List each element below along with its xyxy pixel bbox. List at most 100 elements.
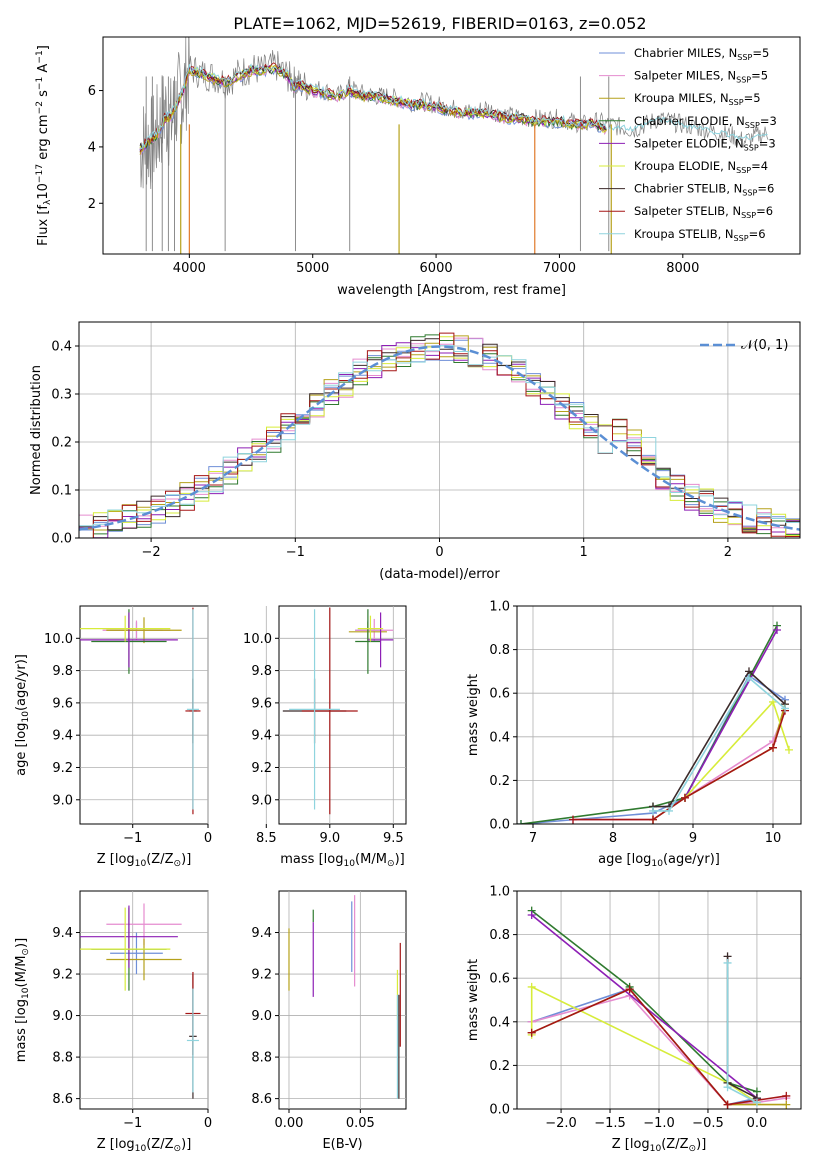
mass-vs-metallicity-panel-y-axis-label-part: 10 — [21, 987, 31, 999]
y-tick-label: 9.4 — [251, 926, 272, 941]
age-vs-metallicity-panel-x-axis-label-part: 10 — [135, 859, 147, 869]
legend-entry: Kroupa MILES, NSSP=5 — [634, 91, 761, 107]
y-tick-label: 6 — [88, 84, 96, 99]
weight-point-marker — [723, 1083, 732, 1092]
spectrum-y-axis-label: Flux [fλ10−17 erg cm−2 s−1 A−1] — [35, 45, 53, 246]
legend-entry-part: =3 — [760, 114, 777, 128]
mass-vs-metallicity-panel-x-axis-label-part: 10 — [135, 1144, 147, 1154]
spectrum-y-axis-label-part: 10 — [36, 183, 51, 200]
weight-vs-age-panel-x-axis-label-part: age [log — [598, 852, 651, 867]
age-vs-mass-panel-x-axis-label-part: 10 — [343, 859, 355, 869]
weight-series-line — [530, 985, 758, 1104]
weight-point-marker — [665, 806, 673, 815]
spectrum-y-axis-label-part: −2 — [35, 101, 45, 114]
x-tick-label: 7 — [529, 831, 537, 846]
weight-series-line — [573, 710, 786, 821]
weight-point-marker — [723, 958, 732, 967]
weight-vs-age-panel-y-axis-label: mass weight — [466, 674, 481, 756]
legend-entry-part: Salpeter ELODIE, N — [634, 136, 744, 150]
weight-series-line — [652, 629, 778, 821]
legend-entry-part: Kroupa MILES, N — [634, 91, 729, 105]
weight-vs-metallicity-panel-x-axis-label-part: (Z/Z — [661, 1137, 688, 1152]
axes-frame — [102, 36, 801, 255]
y-tick-label: 0.4 — [489, 730, 510, 745]
spectrum-y-axis-label-part: A — [36, 64, 51, 77]
y-tick-label: 8.8 — [251, 1051, 272, 1066]
spectrum-y-axis-label-part: Flux [f — [36, 205, 51, 246]
figure-title: PLATE=1062, MJD=52619, FIBERID=0163, z=0… — [233, 14, 646, 33]
x-tick-label: 0.00 — [275, 1116, 304, 1131]
y-tick-label: 9.2 — [52, 968, 73, 983]
weight-vs-metallicity-panel-x-axis-label-part: 10 — [650, 1144, 662, 1154]
y-tick-label: 0.0 — [489, 1103, 510, 1118]
legend-entry-part: Salpeter MILES, N — [634, 69, 736, 83]
age-vs-mass-panel-plot-area — [282, 607, 394, 815]
x-tick-label: 7000 — [543, 261, 576, 276]
legend-entry-part: SSP — [742, 189, 757, 198]
weight-vs-metallicity-panel-y-axis-label: mass weight — [466, 959, 481, 1041]
normal-legend-label: 𝒩(0, 1) — [741, 338, 788, 353]
age-vs-mass-panel-x-axis-label-part: mass [log — [280, 852, 343, 867]
weight-series-line — [520, 674, 786, 824]
weight-series-line — [531, 909, 758, 1093]
x-tick-label: 8.5 — [256, 831, 277, 846]
age-vs-metallicity-panel-y-axis-label-part: (age/yr)] — [14, 654, 29, 711]
residuals-y-axis-label: Normed distribution — [29, 365, 44, 495]
model-spectrum-line — [139, 67, 608, 156]
mass-vs-metallicity-panel-y-axis-label-part: (M/M — [14, 956, 29, 988]
x-tick-label: 2 — [724, 545, 732, 560]
y-tick-label: 9.8 — [52, 664, 73, 679]
legend-entry-part: SSP — [729, 98, 744, 107]
x-tick-label: 0 — [204, 831, 212, 846]
x-tick-label: 5000 — [296, 261, 329, 276]
y-tick-label: 8.6 — [251, 1092, 272, 1107]
x-tick-label: 0.0 — [747, 1116, 768, 1131]
age-vs-mass-panel-x-axis-label-part: (M/M — [355, 852, 387, 867]
weight-vs-age-panel-plot-area — [517, 621, 793, 824]
mass-vs-metallicity-panel-x-axis-label-part: ⊙ — [174, 1144, 182, 1154]
legend-entry-part: =3 — [759, 136, 776, 150]
normal-curve — [79, 345, 800, 531]
weight-vs-metallicity-panel: −2.0 −1.5 −1.0 −0.5 0.0 0.0 0.2 0.4 0.6 0.8 1.0 mas… — [466, 885, 802, 1154]
weight-series-line — [653, 670, 786, 808]
x-tick-label: −1.0 — [643, 1116, 675, 1131]
y-tick-label: 9.0 — [52, 793, 73, 808]
weight-point-marker — [782, 1100, 791, 1109]
legend-entry-part: Kroupa ELODIE, N — [634, 159, 736, 173]
residuals-x-axis-label: (data-model)/error — [379, 567, 500, 582]
legend-entry: Kroupa STELIB, NSSP=6 — [634, 227, 766, 243]
y-tick-label: 2 — [88, 197, 96, 212]
model-extension-line — [608, 117, 768, 141]
y-tick-label: 9.8 — [251, 664, 272, 679]
weight-series-line — [726, 962, 758, 1104]
spectrum-y-axis-label-part: ] — [36, 45, 51, 50]
mass-vs-metallicity-panel-x-axis-label: Z [log10(Z/Z⊙)] — [97, 1137, 192, 1154]
weight-point-marker — [773, 625, 781, 634]
legend-entry-part: Chabrier MILES, N — [634, 46, 737, 60]
age-vs-metallicity-panel-y-axis-label-part: age [log — [14, 723, 29, 776]
weight-point-marker — [745, 673, 753, 682]
y-tick-label: 9.2 — [52, 761, 73, 776]
age-vs-metallicity-panel-y-axis-label-part: 10 — [21, 711, 31, 723]
y-tick-label: 9.4 — [251, 729, 272, 744]
y-tick-label: 0.4 — [51, 340, 72, 355]
legend-entry: Salpeter STELIB, NSSP=6 — [634, 204, 773, 220]
spectrum-y-axis-label-part: −1 — [35, 50, 45, 63]
legend-entry-part: =5 — [744, 91, 761, 105]
mass-vs-ebv-panel-x-axis-label-part: E(B-V) — [322, 1137, 362, 1152]
weight-vs-metallicity-panel-x-axis-label-part: ⊙ — [689, 1144, 697, 1154]
y-tick-label: 9.6 — [52, 696, 73, 711]
mass-vs-metallicity-panel-y-axis-label-part: ⊙ — [21, 948, 31, 956]
legend-entry-part: SSP — [745, 121, 760, 130]
weight-series-line — [573, 710, 786, 821]
y-tick-label: 0.4 — [489, 1015, 510, 1030]
weight-point-marker — [681, 793, 689, 802]
y-tick-label: 9.0 — [251, 793, 272, 808]
legend-entry: Salpeter ELODIE, NSSP=3 — [634, 136, 776, 152]
axes-frame — [278, 890, 407, 1110]
x-tick-label: −0.5 — [692, 1116, 724, 1131]
axes-frame — [278, 605, 407, 825]
y-tick-label: 4 — [88, 140, 96, 155]
age-vs-metallicity-panel-x-axis-label: Z [log10(Z/Z⊙)] — [97, 852, 192, 869]
